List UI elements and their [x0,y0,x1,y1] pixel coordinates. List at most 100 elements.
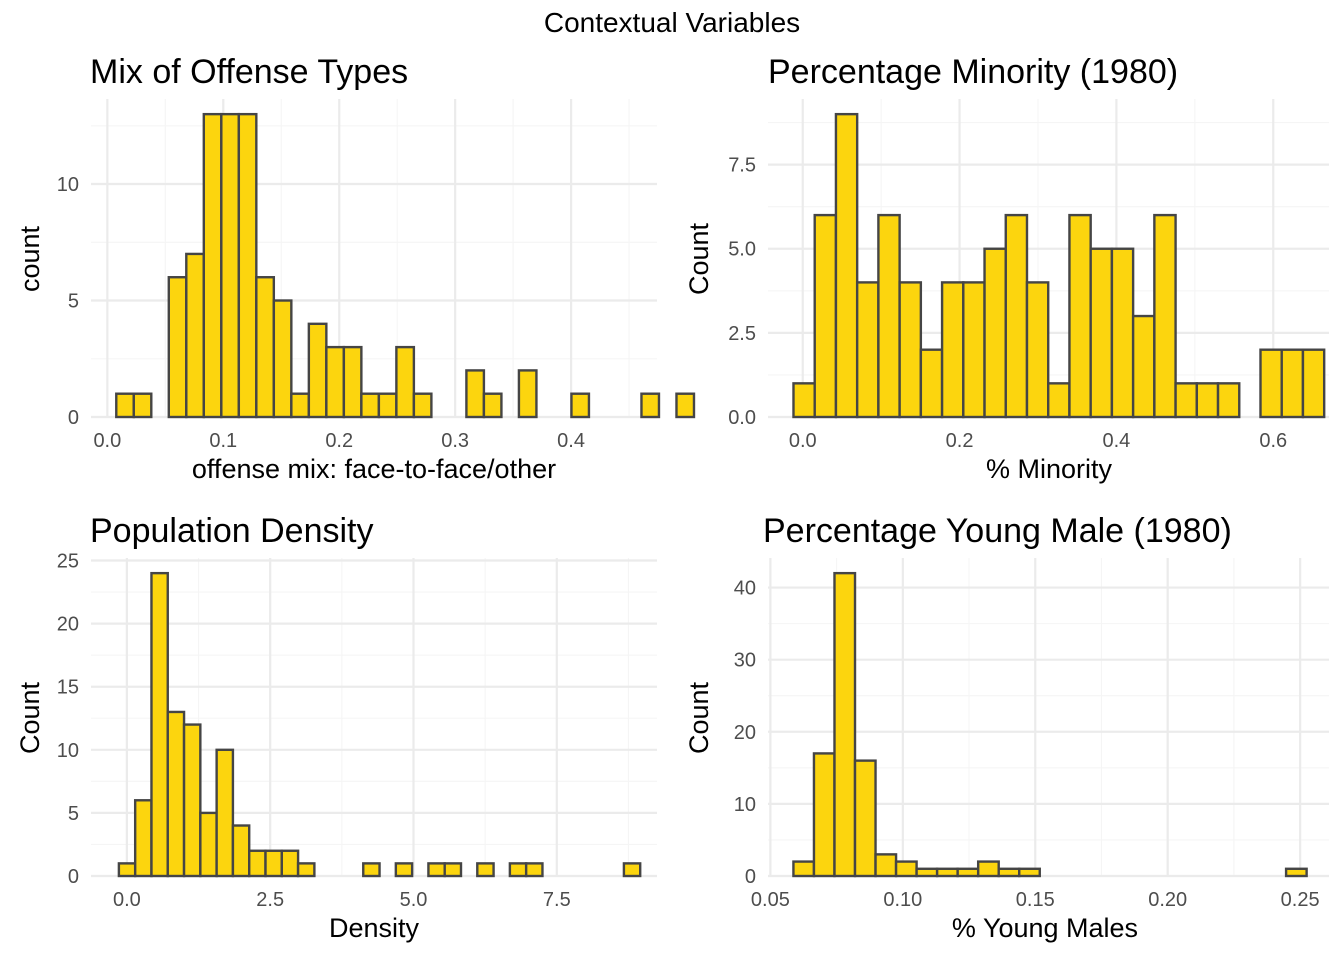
minority-y-label: Count [684,222,714,295]
histogram-bar [482,392,503,419]
histogram-bar [877,213,901,419]
density-y-label: Count [15,681,45,754]
y-tick-label: 15 [57,677,79,699]
x-tick-label: 0.6 [1259,430,1287,452]
histogram-bar [524,862,544,878]
histogram-bar [325,345,346,419]
histogram-bar [394,862,414,878]
panel-minority: 0.0 0.2 0.4 0.6 0.0 2.5 5.0 7.5 Percentage Min… [684,53,1329,484]
offense-mix-y-ticks: 0 5 10 [57,174,79,429]
y-tick-label: 5 [68,803,79,825]
density-bars [117,571,642,878]
histogram-bar [272,299,293,419]
histogram-bar [874,853,898,878]
offense-mix-y-label: count [15,225,45,292]
histogram-bar [976,860,1000,878]
y-tick-label: 5.0 [728,239,756,261]
density-x-ticks: 0.0 2.5 5.0 7.5 [113,889,571,911]
histogram-bar [182,723,202,878]
offense-mix-x-ticks: 0.0 0.1 0.2 0.3 0.4 [93,430,585,452]
histogram-bar [395,345,416,419]
histogram-bar [1131,314,1156,419]
y-tick-label: 30 [734,650,756,672]
histogram-bar [1110,247,1135,419]
histogram-bar [570,392,591,419]
histogram-bar [290,392,311,419]
y-tick-label: 20 [734,722,756,744]
histogram-bar [307,322,328,419]
x-tick-label: 0.0 [789,430,817,452]
histogram-bar [465,369,486,419]
minority-title: Percentage Minority (1980) [768,53,1178,91]
y-tick-label: 0 [68,407,79,429]
histogram-bar [167,276,188,419]
y-tick-label: 0 [745,866,756,888]
histogram-bar [166,710,186,878]
y-tick-label: 2.5 [728,323,756,345]
young-male-x-ticks: 0.05 0.10 0.15 0.20 0.25 [751,889,1320,911]
histogram-bar [248,849,267,878]
histogram-bar [675,392,696,419]
x-tick-label: 0.4 [557,430,585,452]
histogram-bar [1025,281,1050,419]
x-tick-label: 0.2 [946,430,974,452]
minority-x-ticks: 0.0 0.2 0.4 0.6 [789,430,1287,452]
histogram-bar [956,867,980,878]
histogram-bar [220,112,241,419]
histogram-bar [115,392,135,419]
histogram-bar [1047,382,1071,419]
minority-grid [768,99,1329,419]
y-tick-label: 20 [57,614,79,636]
histogram-bar [935,867,959,878]
histogram-bar [940,281,965,419]
histogram-bar [231,824,251,878]
density-title: Population Density [90,512,374,550]
histogram-bar [377,392,398,419]
histogram-bar [1018,867,1041,878]
histogram-bar [1259,348,1283,419]
x-tick-label: 0.4 [1103,430,1131,452]
offense-mix-title: Mix of Offense Types [90,53,408,91]
y-tick-label: 10 [57,174,79,196]
y-tick-label: 7.5 [728,155,756,177]
histogram-bar [508,862,528,878]
histogram-bar [237,112,258,419]
histogram-bar [1004,213,1029,419]
young-male-bars [792,571,1308,878]
histogram-bar [833,571,857,878]
minority-y-ticks: 0.0 2.5 5.0 7.5 [728,155,756,429]
young-male-x-label: % Young Males [952,913,1138,943]
histogram-bar [443,862,463,878]
histogram-bar [360,392,381,419]
histogram-bar [894,860,918,878]
histogram-bar [915,867,939,878]
x-tick-label: 0.2 [325,430,353,452]
histogram-bar [476,862,495,878]
x-tick-label: 0.0 [113,889,141,911]
x-tick-label: 2.5 [256,889,284,911]
histogram-bar [1216,382,1241,419]
histogram-bar [150,571,169,878]
young-male-title: Percentage Young Male (1980) [763,512,1232,550]
histogram-bar [1301,348,1326,419]
y-tick-label: 0 [68,866,79,888]
histogram-bar [813,213,838,419]
y-tick-label: 40 [734,578,756,600]
histogram-bar [1280,348,1305,419]
histogram-bar [640,392,661,419]
y-tick-label: 5 [68,291,79,313]
histogram-bar [1153,213,1177,419]
histogram-bar [185,252,206,419]
histogram-bar [853,759,877,878]
histogram-bar [792,860,816,878]
histogram-bar [362,862,381,878]
histogram-bar [622,862,642,878]
young-male-y-ticks: 0 10 20 30 40 [734,578,756,888]
minority-bars [792,112,1326,419]
histogram-bar [517,369,538,419]
young-male-y-label: Count [684,681,714,754]
histogram-bar [834,112,859,419]
histogram-bar [855,281,880,419]
x-tick-label: 0.0 [93,430,121,452]
x-tick-label: 0.20 [1148,889,1187,911]
